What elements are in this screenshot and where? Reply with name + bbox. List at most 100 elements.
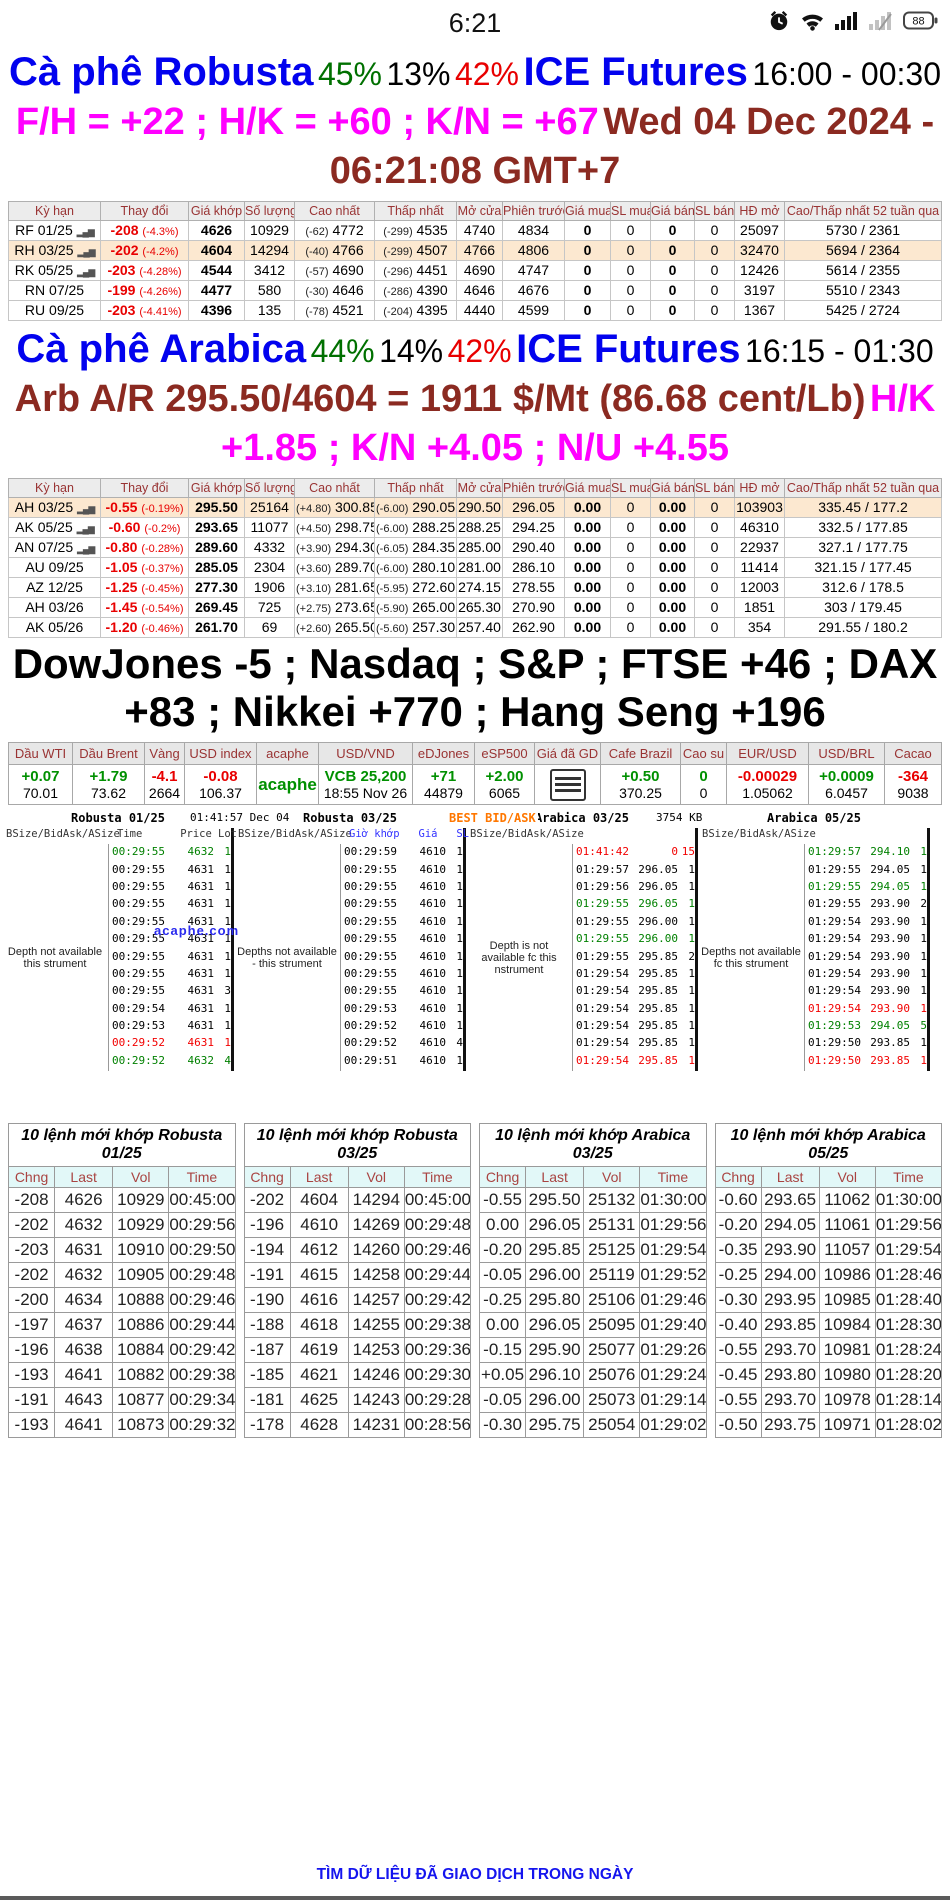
contract-cell[interactable]: RH 03/25 ▂▄▆	[8, 239, 101, 261]
bid-price-cell: 0	[564, 259, 611, 281]
order-column-header[interactable]: Time	[874, 1166, 943, 1189]
contract-cell[interactable]: AK 05/26	[8, 616, 101, 638]
column-header[interactable]: Số lượng	[244, 200, 295, 221]
volume-cell: 14294	[244, 239, 295, 261]
contract-cell[interactable]: RU 09/25	[8, 299, 101, 321]
column-header[interactable]: Kỳ hạn	[8, 477, 101, 498]
column-header[interactable]: SL mua	[610, 477, 651, 498]
search-traded-data-link[interactable]: TÌM DỮ LIỆU ĐÃ GIAO DỊCH TRONG NGÀY	[316, 1866, 634, 1883]
trade-list[interactable]: 00:29:55 4632 1 00:29:55 4631 1 00:29:55 4631 1 0…	[108, 844, 231, 1072]
order-column-header[interactable]: Time	[639, 1166, 707, 1189]
column-header[interactable]: Giá khớp	[188, 200, 245, 221]
order-column-header[interactable]: Chng	[478, 1166, 527, 1189]
contract-cell[interactable]: AN 07/25 ▂▄▆	[8, 536, 101, 558]
order-cell: -187	[243, 1337, 291, 1364]
open-cell: 4440	[456, 299, 503, 321]
column-header[interactable]: Số lượng	[244, 477, 295, 498]
order-column-header[interactable]: Time	[168, 1166, 236, 1189]
column-header[interactable]: Mở cửa	[456, 477, 503, 498]
trade-list[interactable]: 01:41:42 0 15 01:29:57 296.05 1 01:29:56 296.05…	[572, 844, 695, 1072]
order-column-header[interactable]: Vol	[818, 1166, 876, 1189]
chart-icon[interactable]: ▂▄▆	[76, 524, 95, 535]
trade-list[interactable]: 00:29:59 4610 1 00:29:55 4610 1 00:29:55 4610 1 0…	[340, 844, 463, 1072]
order-cell: -0.60	[714, 1187, 762, 1214]
column-header[interactable]: Kỳ hạn	[8, 200, 101, 221]
column-header[interactable]: Phiên trước	[502, 477, 565, 498]
column-header[interactable]: Phiên trước	[502, 200, 565, 221]
order-cell: 4638	[54, 1337, 114, 1364]
column-header[interactable]: HĐ mở	[734, 477, 785, 498]
contract-cell[interactable]: AH 03/26	[8, 596, 101, 618]
column-header[interactable]: Cao/Thấp nhất 52 tuần qua	[784, 200, 942, 221]
order-column-header[interactable]: Vol	[347, 1166, 405, 1189]
column-header[interactable]: Giá mua	[564, 200, 611, 221]
column-header[interactable]: Thấp nhất	[374, 200, 457, 221]
change-cell: -1.05 (-0.37%)	[100, 556, 189, 578]
order-column-header[interactable]: Last	[525, 1166, 585, 1189]
column-header[interactable]: HĐ mở	[734, 200, 785, 221]
ask-size-cell: 0	[694, 616, 735, 638]
column-header[interactable]: Cao nhất	[294, 200, 375, 221]
trade-row: 00:29:52 4632 4	[112, 1053, 231, 1067]
column-header[interactable]: Giá bán	[650, 200, 695, 221]
contract-cell[interactable]: RK 05/25 ▂▄▆	[8, 259, 101, 281]
column-header[interactable]: SL bán	[694, 200, 735, 221]
futures-row: RH 03/25 ▂▄▆ -202 (-4.2%) 4604 14294 (-40) 4…	[8, 239, 942, 261]
depth-panel-title[interactable]: Arabica 05/25	[767, 811, 861, 826]
order-cell: 00:29:34	[168, 1387, 236, 1414]
column-header[interactable]: SL bán	[694, 477, 735, 498]
trade-list[interactable]: 01:29:57 294.10 1 01:29:55 294.05 1 01:29:55 29…	[804, 844, 927, 1072]
order-cell: 4628	[289, 1412, 349, 1439]
wifi-icon	[800, 11, 825, 36]
column-header[interactable]: Thấp nhất	[374, 477, 457, 498]
contract-cell[interactable]: RN 07/25	[8, 279, 101, 301]
order-column-header[interactable]: Chng	[714, 1166, 762, 1189]
chart-icon[interactable]: ▂▄▆	[77, 267, 95, 278]
chart-icon[interactable]: ▂▄▆	[76, 227, 95, 238]
index-cell: -4.1 2664	[144, 764, 185, 806]
column-header[interactable]: Cao/Thấp nhất 52 tuần qua	[784, 477, 942, 498]
depth-panel-title[interactable]: Robusta 01/25	[71, 811, 165, 826]
order-column-header[interactable]: Time	[403, 1166, 472, 1189]
menu-icon[interactable]	[549, 768, 586, 801]
column-header[interactable]: Mở cửa	[456, 200, 503, 221]
order-column-header[interactable]: Chng	[7, 1166, 56, 1189]
order-column-header[interactable]: Last	[760, 1166, 820, 1189]
trade-row: 00:29:55 4631 3	[112, 984, 231, 998]
order-cell: 14258	[347, 1262, 405, 1289]
contract-cell[interactable]: AU 09/25	[8, 556, 101, 578]
column-header[interactable]: Thay đổi	[100, 477, 189, 498]
index-cell: +2.00 6065	[474, 764, 535, 806]
chart-icon[interactable]: ▂▄▆	[77, 247, 95, 258]
column-header[interactable]: Giá mua	[564, 477, 611, 498]
order-column-header[interactable]: Chng	[243, 1166, 291, 1189]
ask-size-cell: 0	[694, 496, 735, 518]
trade-row: 01:29:54 293.90 1	[808, 1001, 927, 1015]
order-column-header[interactable]: Vol	[112, 1166, 170, 1189]
order-cell: 01:28:02	[874, 1412, 943, 1439]
chart-icon[interactable]: ▂▄▆	[77, 504, 95, 515]
depth-panel-title[interactable]: Robusta 03/25	[303, 811, 397, 826]
chart-icon[interactable]: ▂▄▆	[77, 544, 95, 555]
order-row: -0.55 295.50 25132 01:30:00	[478, 1187, 707, 1214]
order-cell: 00:29:56	[168, 1212, 236, 1239]
column-header[interactable]: Giá bán	[650, 477, 695, 498]
depth-panel-title[interactable]: Arabica 03/25	[535, 811, 629, 826]
order-cell: 296.10	[525, 1362, 585, 1389]
column-header[interactable]: Giá khớp	[188, 477, 245, 498]
trade-row: 01:29:54 293.90 1	[808, 984, 927, 998]
contract-cell[interactable]: AK 05/25 ▂▄▆	[8, 516, 101, 538]
order-column-header[interactable]: Last	[289, 1166, 349, 1189]
contract-cell[interactable]: AH 03/25 ▂▄▆	[8, 496, 101, 518]
column-header[interactable]: SL mua	[610, 200, 651, 221]
column-header[interactable]: Thay đổi	[100, 200, 189, 221]
contract-cell[interactable]: RF 01/25 ▂▄▆	[8, 219, 101, 241]
order-column-header[interactable]: Last	[54, 1166, 114, 1189]
contract-cell[interactable]: AZ 12/25	[8, 576, 101, 598]
index-cell: +0.07 70.01	[8, 764, 73, 806]
low-cell: (-6.00) 290.05	[374, 496, 457, 518]
order-column-header[interactable]: Vol	[583, 1166, 641, 1189]
acaphe-brand[interactable]: acaphe	[258, 774, 317, 794]
order-row: -196 4610 14269 00:29:48	[243, 1212, 472, 1239]
column-header[interactable]: Cao nhất	[294, 477, 375, 498]
